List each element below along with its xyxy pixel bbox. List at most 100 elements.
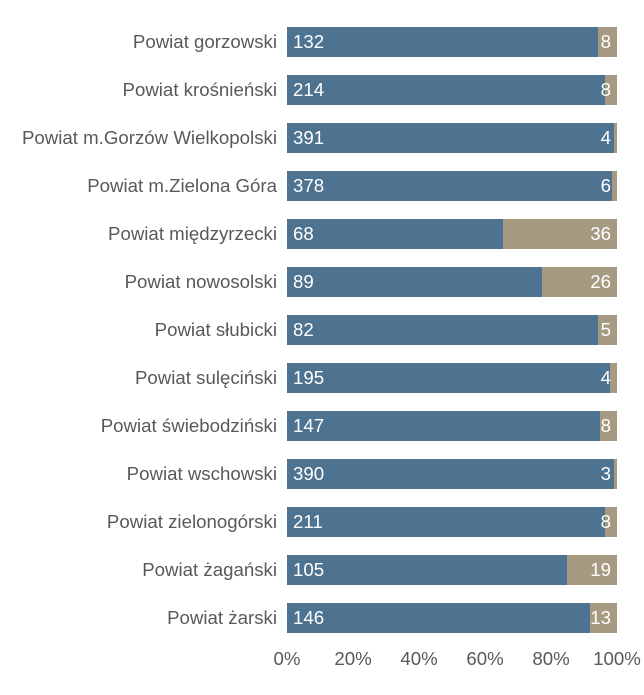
category-label: Powiat sulęciński	[135, 367, 287, 389]
bar-track: 68 36	[287, 219, 617, 249]
bar-segment-a: 391	[287, 123, 614, 153]
bar-segment-a: 82	[287, 315, 598, 345]
bar-row: Powiat krośnieński2148	[287, 66, 617, 114]
bar-track: 132 8	[287, 27, 617, 57]
bar-track: 390 3	[287, 459, 617, 489]
bar-segment-a: 378	[287, 171, 612, 201]
bar-segment-b: 6	[612, 171, 617, 201]
bar-segment-b: 36	[503, 219, 617, 249]
bar-segment-a: 89	[287, 267, 542, 297]
x-axis-tick: 40%	[400, 648, 437, 670]
bar-value-b: 4	[601, 127, 611, 149]
plot-area: 0%20%40%60%80%100% Powiat gorzowski1328P…	[287, 18, 617, 648]
bar-segment-b: 8	[600, 411, 617, 441]
bar-value-a: 68	[293, 223, 314, 245]
stacked-bar-chart: 0% 20% 40% 60% 80% 100% Powiat gorzowski 132 8 P…	[0, 0, 644, 695]
bar-segment-a: 390	[287, 459, 614, 489]
bar-value-b: 13	[590, 607, 611, 629]
bar-segment-a: 211	[287, 507, 605, 537]
bar-row: Powiat m.Zielona Góra3786	[287, 162, 617, 210]
bar-row: Powiat świebodziński1478	[287, 402, 617, 450]
bar-track: 391 4	[287, 123, 617, 153]
bar-segment-a: 132	[287, 27, 598, 57]
bar-segment-b: 8	[605, 507, 617, 537]
bar-value-a: 195	[293, 367, 324, 389]
bar-value-a: 378	[293, 175, 324, 197]
bar-segment-b: 8	[605, 75, 617, 105]
x-axis: 0%20%40%60%80%100%	[287, 648, 617, 672]
bar-value-a: 132	[293, 31, 324, 53]
category-label: Powiat świebodziński	[101, 415, 287, 437]
category-label: Powiat żagański	[142, 559, 287, 581]
bar-value-a: 391	[293, 127, 324, 149]
bar-track: 105 19	[287, 555, 617, 585]
bar-segment-b: 4	[614, 123, 617, 153]
bar-row: Powiat nowosolski8926	[287, 258, 617, 306]
bar-row: Powiat m.Gorzów Wielkopolski3914	[287, 114, 617, 162]
category-label: Powiat m.Zielona Góra	[87, 175, 287, 197]
bar-segment-b: 4	[610, 363, 617, 393]
bar-segment-a: 147	[287, 411, 600, 441]
bar-value-b: 36	[590, 223, 611, 245]
bar-row: Powiat gorzowski1328	[287, 18, 617, 66]
bar-track: 378 6	[287, 171, 617, 201]
bar-row: Powiat międzyrzecki6836	[287, 210, 617, 258]
bar-segment-b: 19	[567, 555, 617, 585]
bar-segment-a: 195	[287, 363, 610, 393]
bar-segment-a: 146	[287, 603, 590, 633]
x-axis-tick: 60%	[466, 648, 503, 670]
bar-value-b: 5	[601, 319, 611, 341]
bar-row: Powiat wschowski3903	[287, 450, 617, 498]
bar-value-b: 6	[601, 175, 611, 197]
category-label: Powiat m.Gorzów Wielkopolski	[22, 127, 287, 149]
bar-row: Powiat zielonogórski2118	[287, 498, 617, 546]
bar-value-b: 8	[601, 31, 611, 53]
category-label: Powiat słubicki	[155, 319, 287, 341]
bar-segment-a: 68	[287, 219, 503, 249]
bar-value-a: 82	[293, 319, 314, 341]
bar-segment-a: 105	[287, 555, 567, 585]
bar-row: Powiat żagański10519	[287, 546, 617, 594]
category-label: Powiat zielonogórski	[107, 511, 287, 533]
bar-value-a: 146	[293, 607, 324, 629]
bar-track: 1954	[287, 363, 617, 393]
bar-track: 147 8	[287, 411, 617, 441]
bar-value-a: 89	[293, 271, 314, 293]
bar-value-b: 8	[601, 511, 611, 533]
bar-value-b: 19	[590, 559, 611, 581]
bar-value-a: 105	[293, 559, 324, 581]
bar-value-b: 4	[601, 367, 611, 389]
bar-track: 146 13	[287, 603, 617, 633]
bar-value-a: 147	[293, 415, 324, 437]
bar-value-a: 214	[293, 79, 324, 101]
category-label: Powiat wschowski	[127, 463, 287, 485]
bar-value-b: 26	[590, 271, 611, 293]
bar-value-b: 8	[601, 415, 611, 437]
category-label: Powiat żarski	[167, 607, 287, 629]
bar-value-b: 8	[601, 79, 611, 101]
category-label: Powiat krośnieński	[123, 79, 288, 101]
x-axis-tick: 100%	[593, 648, 641, 670]
bar-row: Powiat słubicki825	[287, 306, 617, 354]
x-axis-tick: 20%	[334, 648, 371, 670]
bar-track: 82 5	[287, 315, 617, 345]
bar-row: Powiat żarski14613	[287, 594, 617, 642]
x-axis-tick: 0%	[274, 648, 301, 670]
bar-track: 214 8	[287, 75, 617, 105]
bar-segment-b: 13	[590, 603, 617, 633]
bar-segment-b: 5	[598, 315, 617, 345]
bar-segment-b: 8	[598, 27, 617, 57]
bar-segment-b: 3	[614, 459, 617, 489]
category-label: Powiat międzyrzecki	[108, 223, 287, 245]
bar-track: 211 8	[287, 507, 617, 537]
bar-value-b: 3	[601, 463, 611, 485]
bar-value-a: 211	[293, 511, 323, 533]
category-label: Powiat nowosolski	[125, 271, 287, 293]
bar-row: Powiat sulęciński1954	[287, 354, 617, 402]
bar-segment-a: 214	[287, 75, 605, 105]
bar-segment-b: 26	[542, 267, 617, 297]
category-label: Powiat gorzowski	[133, 31, 287, 53]
bar-value-a: 390	[293, 463, 324, 485]
x-axis-tick: 80%	[532, 648, 569, 670]
bar-track: 89 26	[287, 267, 617, 297]
